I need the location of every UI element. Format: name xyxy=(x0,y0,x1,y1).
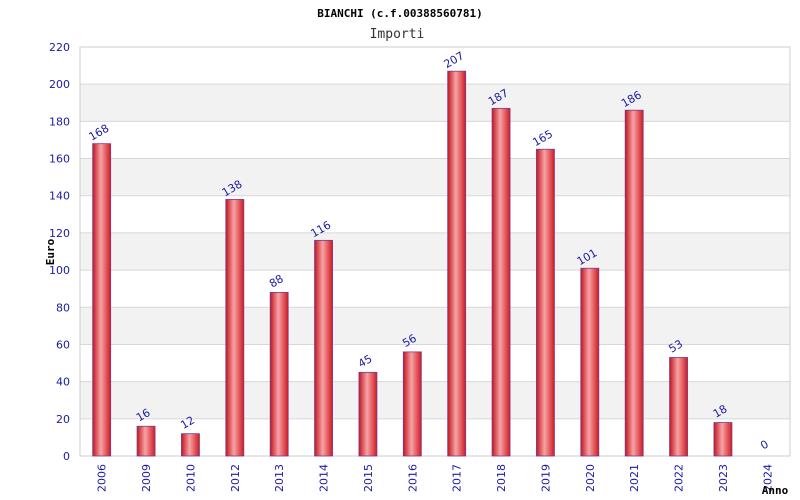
y-tick-label: 60 xyxy=(56,338,70,351)
chart-subtitle: Importi xyxy=(370,27,425,42)
y-tick-label: 20 xyxy=(56,413,70,426)
bar-value-label: 12 xyxy=(178,414,197,432)
bar xyxy=(358,371,378,457)
background-bands xyxy=(80,84,790,419)
bar xyxy=(92,143,112,457)
x-tick-label: 2022 xyxy=(673,464,686,492)
y-axis-label: Euro xyxy=(44,238,57,265)
bar xyxy=(136,425,156,457)
bar xyxy=(181,433,200,457)
bar-value-label: 18 xyxy=(711,402,730,420)
background-band xyxy=(80,84,790,122)
bar-value-label: 168 xyxy=(87,122,112,144)
x-tick-label: 2023 xyxy=(717,464,730,492)
x-tick-label: 2016 xyxy=(406,464,419,492)
x-axis-ticks: 2006 2009 2010 2012 2013 2014 2015 2016 2017 2018… xyxy=(96,464,775,492)
y-tick-label: 140 xyxy=(49,190,70,203)
y-tick-label: 40 xyxy=(56,376,70,389)
bar xyxy=(669,357,688,457)
x-tick-label: 2019 xyxy=(539,464,552,492)
bar xyxy=(402,351,422,457)
y-tick-label: 200 xyxy=(49,78,70,91)
background-band xyxy=(80,158,790,196)
x-axis-label: Anno xyxy=(762,484,789,497)
bar xyxy=(314,239,333,457)
y-tick-label: 160 xyxy=(49,153,70,166)
y-tick-label: 220 xyxy=(49,41,70,54)
bar xyxy=(269,291,289,457)
x-tick-label: 2013 xyxy=(273,464,286,492)
bar-value-label: 0 xyxy=(758,438,771,453)
bar-value-label: 45 xyxy=(356,352,375,370)
bar xyxy=(491,107,511,457)
x-tick-label: 2010 xyxy=(184,464,197,492)
bar xyxy=(624,109,644,457)
background-band xyxy=(80,307,790,345)
plot-frame xyxy=(79,46,791,457)
y-tick-label: 80 xyxy=(56,301,70,314)
background-band xyxy=(80,232,790,271)
bar-value-label: 56 xyxy=(400,332,419,350)
bar xyxy=(447,70,467,457)
x-tick-label: 2021 xyxy=(628,464,641,492)
bar xyxy=(536,148,555,457)
y-tick-label: 100 xyxy=(49,264,70,277)
y-tick-label: 180 xyxy=(49,115,70,128)
y-tick-label: 120 xyxy=(49,227,70,240)
bar xyxy=(580,267,600,457)
bar xyxy=(225,199,245,457)
x-tick-label: 2020 xyxy=(584,464,597,492)
y-tick-label: 0 xyxy=(63,450,70,463)
bar-value-label: 16 xyxy=(134,406,153,424)
x-tick-label: 2009 xyxy=(140,464,153,492)
x-tick-label: 2014 xyxy=(318,464,331,492)
y-axis-ticks: 0 20 40 60 80 100 120 140 160 180 200 220 xyxy=(49,41,70,463)
bar-value-label: 165 xyxy=(530,127,555,149)
chart-title: BIANCHI (c.f.00388560781) xyxy=(317,7,483,20)
bars xyxy=(92,70,733,457)
x-tick-label: 2018 xyxy=(495,464,508,492)
bar-value-label: 88 xyxy=(267,272,286,290)
x-tick-label: 2012 xyxy=(229,464,242,492)
x-tick-label: 2015 xyxy=(362,464,375,492)
bar-value-label: 207 xyxy=(442,49,467,71)
x-tick-label: 2024 xyxy=(761,464,774,492)
bar xyxy=(713,422,733,457)
x-tick-label: 2006 xyxy=(96,464,109,492)
bar-value-label: 53 xyxy=(667,337,686,355)
x-tick-label: 2017 xyxy=(451,464,464,492)
